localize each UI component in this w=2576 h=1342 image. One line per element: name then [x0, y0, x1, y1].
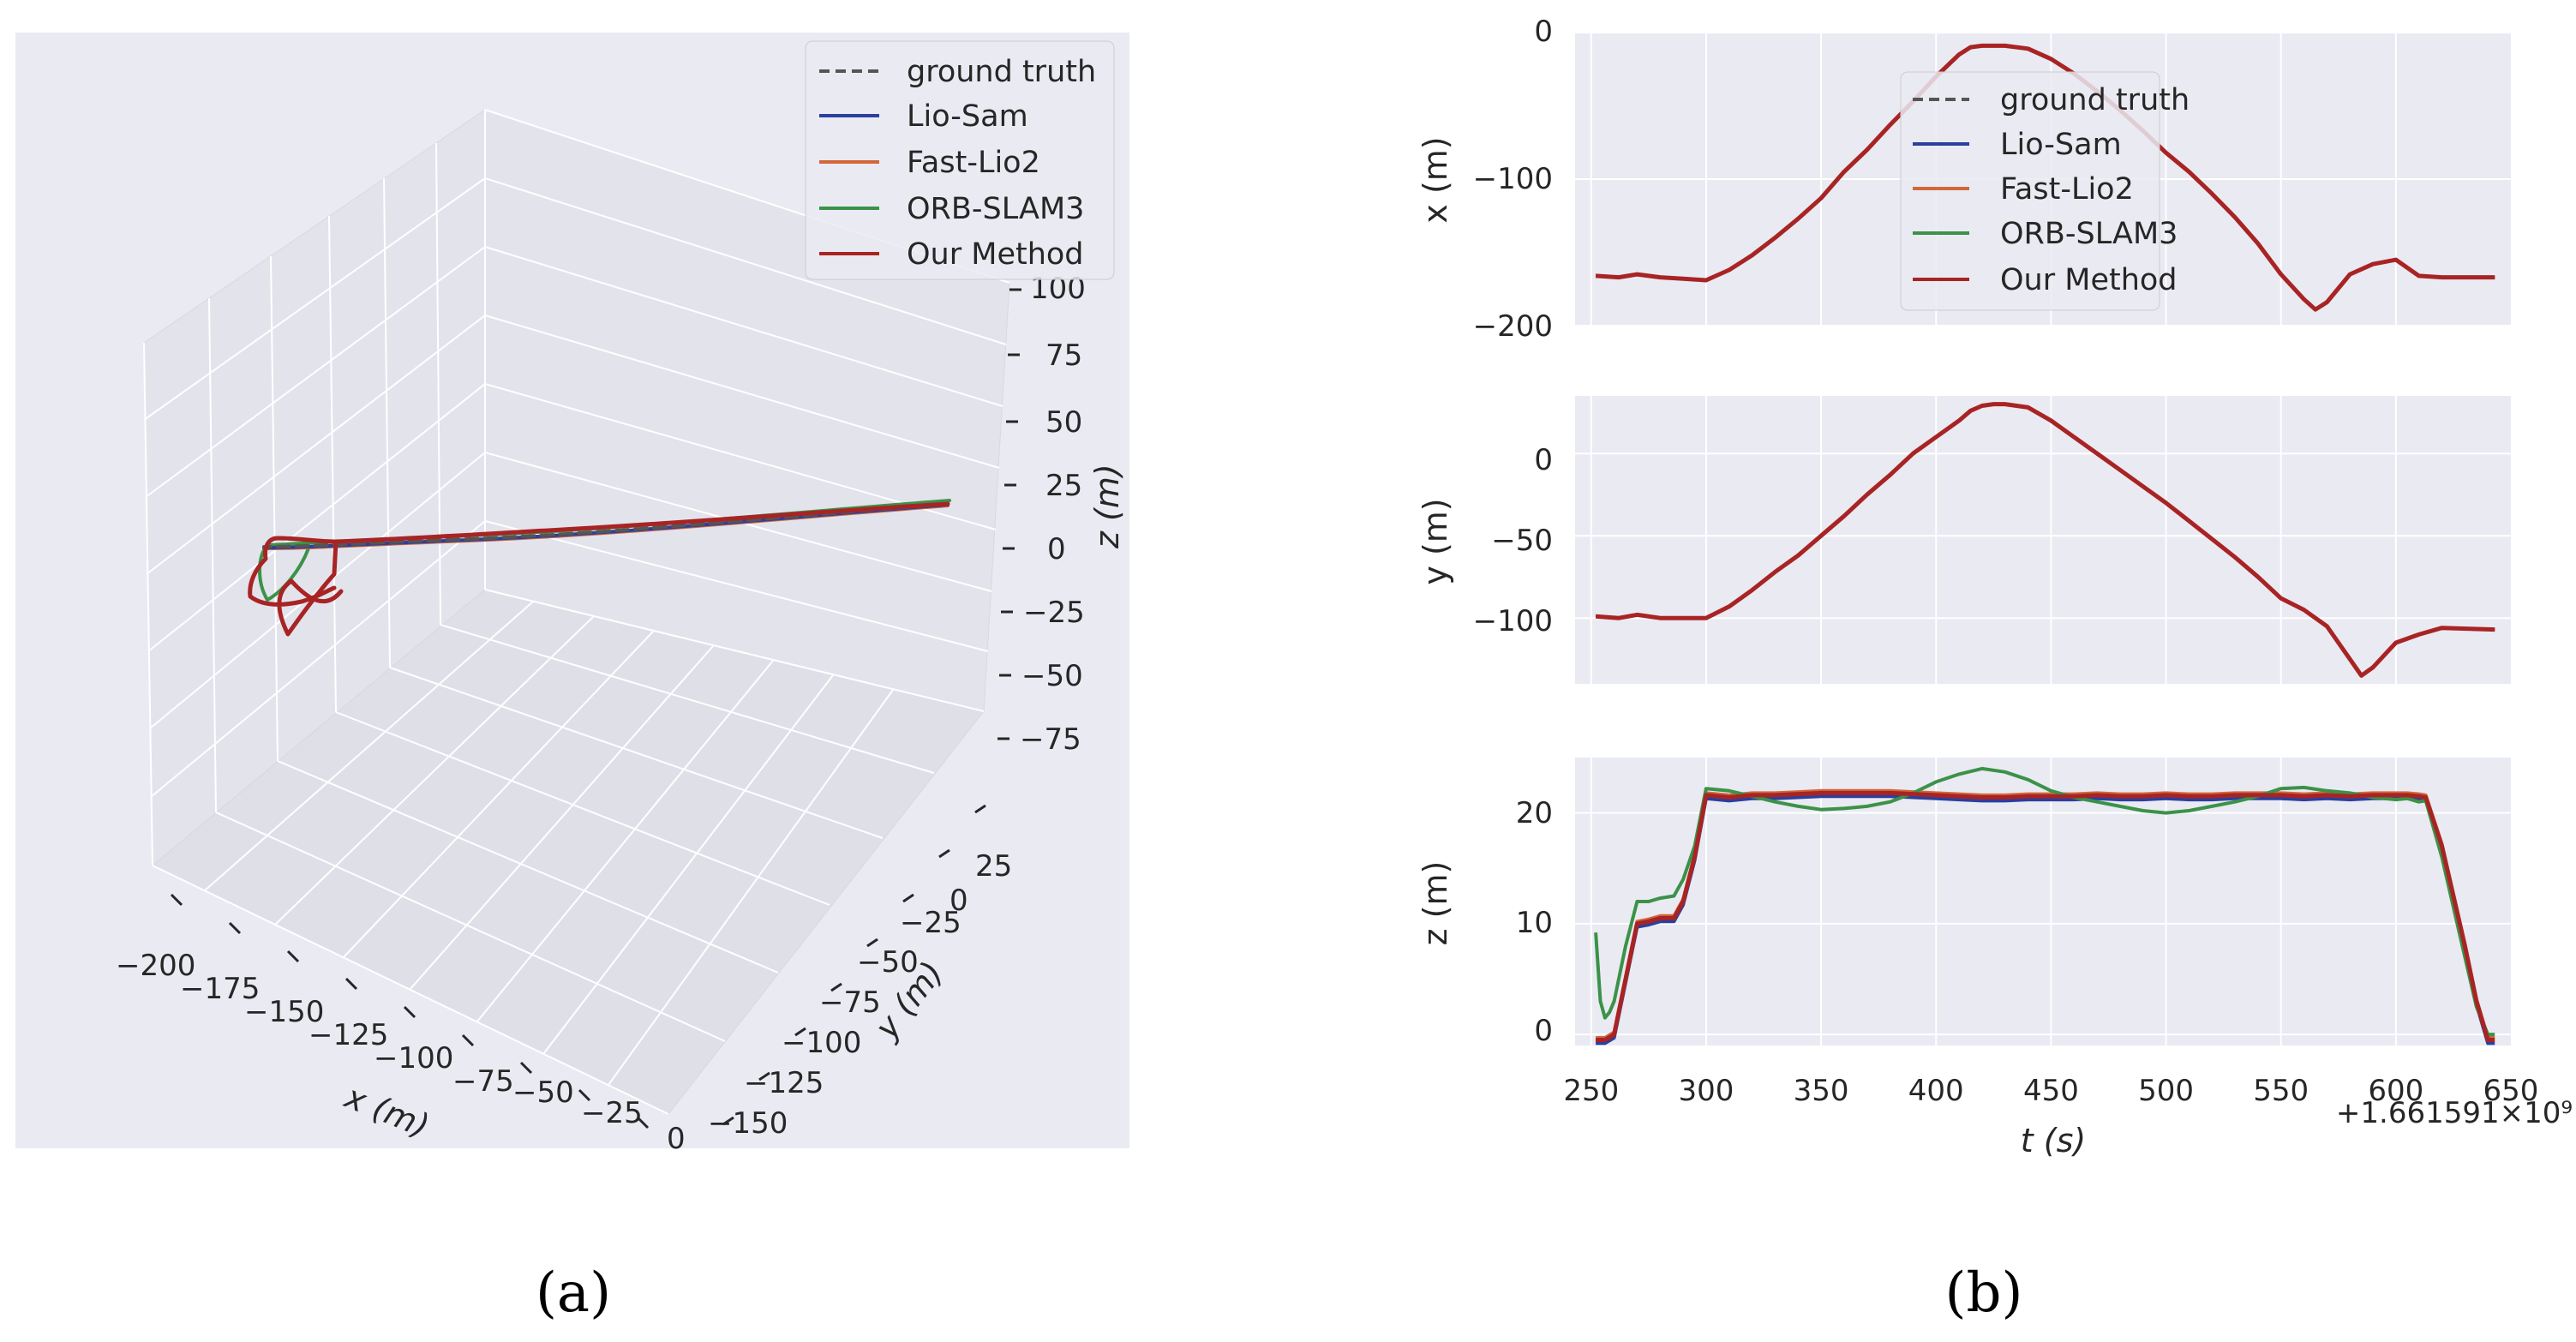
trajectory-our-method — [248, 501, 950, 637]
y-panel-ytick-label: −50 — [1491, 524, 1553, 558]
time-tick-label: 500 — [2138, 1074, 2194, 1108]
legend-2d-label: Our Method — [2000, 263, 2178, 297]
x3d-tick-label: 0 — [667, 1122, 686, 1156]
x3d-tick-label: −200 — [116, 949, 195, 983]
x-panel-ytick-label: 0 — [1534, 15, 1553, 49]
y3d-tick-label: −100 — [782, 1026, 861, 1060]
legend-3d: ground truth Lio-Sam Fast-Lio2 ORB-SLAM3… — [805, 40, 1115, 280]
series-line-our-method — [1595, 43, 2495, 312]
x-axis-3d-ticks — [170, 893, 650, 1129]
axes-z-background — [1575, 758, 2511, 1045]
y3d-tick-label: −150 — [708, 1106, 788, 1141]
legend-2d-box — [1900, 71, 2160, 311]
time-tick-label: 450 — [2023, 1074, 2079, 1108]
chart-x-vs-time: 0 −100 −200 x (m) ground truth Lio-Sam F… — [1417, 15, 2511, 344]
z-panel-ytick-label: 10 — [1516, 906, 1553, 940]
z3d-tick-label: 50 — [1045, 405, 1082, 440]
y3d-tick-label: −75 — [819, 986, 881, 1020]
series-z — [1594, 766, 2495, 1045]
time-tick-label: 650 — [2483, 1074, 2539, 1108]
y3d-tick-label: 25 — [975, 849, 1012, 884]
z3d-tick-label: 75 — [1045, 338, 1082, 373]
legend-3d-label: Lio-Sam — [907, 99, 1028, 134]
trajectory-3d-lines — [248, 499, 951, 637]
series-line-our-method — [1596, 790, 2495, 1042]
legend-3d-label: Our Method — [907, 237, 1084, 272]
legend-3d-label: ground truth — [907, 55, 1096, 89]
x3d-tick-label: −75 — [452, 1064, 514, 1099]
z3d-tick-label: −75 — [1020, 722, 1081, 757]
legend-2d-label: ground truth — [2000, 83, 2190, 117]
x3d-tick-label: −150 — [244, 995, 324, 1029]
time-tick-label: 400 — [1908, 1074, 1964, 1108]
grid-z — [1575, 758, 2511, 1045]
legend-2d-label: ORB-SLAM3 — [2000, 217, 2178, 251]
time-axis-label: t (s) — [2021, 1122, 2086, 1159]
x-panel-ytick-label: −100 — [1473, 162, 1553, 196]
legend-3d-box — [805, 40, 1115, 280]
time-tick-label: 250 — [1563, 1074, 1619, 1108]
time-tick-label: 600 — [2368, 1074, 2423, 1108]
time-tick-label: 350 — [1794, 1074, 1849, 1108]
chart-z-vs-time: 20 10 0 z (m) 250 300 350 400 450 500 550 600 65… — [1417, 758, 2573, 1159]
z3d-tick-label: −25 — [1023, 596, 1085, 630]
legend-2d: ground truth Lio-Sam Fast-Lio2 ORB-SLAM3… — [1900, 71, 2190, 311]
panel-label-a: (a) — [536, 1261, 611, 1325]
time-tick-label: 550 — [2253, 1074, 2309, 1108]
y3d-tick-label: −125 — [744, 1066, 824, 1100]
axes-y-background — [1575, 396, 2511, 684]
legend-2d-label: Fast-Lio2 — [2000, 172, 2134, 207]
z-panel-ytick-label: 20 — [1516, 796, 1553, 830]
series-x — [1595, 43, 2495, 312]
y3d-tick-label: −50 — [857, 945, 919, 980]
y-axis-3d-ticks — [722, 804, 986, 1126]
series-y — [1595, 402, 2495, 678]
chart-3d-trajectory: −200 −175 −150 −125 −100 −75 −50 −25 0 x… — [15, 33, 1129, 1156]
legend-3d-label: ORB-SLAM3 — [907, 192, 1084, 226]
series-line-our-method — [1595, 402, 2495, 678]
z3d-tick-label: −50 — [1021, 659, 1083, 693]
y3d-tick-label: 0 — [950, 884, 968, 918]
x3d-tick-label: −100 — [374, 1041, 453, 1075]
y-panel-ylabel: y (m) — [1417, 498, 1454, 584]
z3d-tick-label: 0 — [1047, 532, 1066, 566]
y-panel-ytick-label: −100 — [1473, 604, 1553, 638]
x3d-tick-label: −25 — [581, 1096, 643, 1130]
x3d-tick-label: −50 — [512, 1075, 574, 1110]
x3d-tick-label: −125 — [309, 1018, 388, 1052]
time-tick-label: 300 — [1678, 1074, 1734, 1108]
x3d-tick-label: −175 — [180, 972, 260, 1006]
grid-y — [1575, 396, 2511, 684]
y3d-tick-label: −25 — [900, 906, 962, 940]
x-panel-ytick-label: −200 — [1473, 309, 1553, 344]
z-axis-3d-ticks — [997, 288, 1021, 740]
grid-3d — [143, 109, 1010, 1115]
z3d-axis-label: z (m) — [1088, 464, 1126, 549]
z-panel-ytick-label: 0 — [1534, 1014, 1553, 1048]
series-line-orb-slam3 — [1594, 766, 2495, 1037]
time-axis-ticks: 250 300 350 400 450 500 550 600 650 — [1563, 1074, 2538, 1108]
legend-3d-label: Fast-Lio2 — [907, 146, 1040, 180]
chart-y-vs-time: 0 −50 −100 y (m) — [1417, 396, 2511, 684]
z-panel-ylabel: z (m) — [1417, 861, 1454, 946]
z3d-tick-label: 25 — [1045, 469, 1082, 503]
y-panel-ytick-label: 0 — [1534, 443, 1553, 477]
legend-2d-label: Lio-Sam — [2000, 128, 2122, 162]
time-axis-offset: +1.661591×10⁹ — [2336, 1096, 2573, 1130]
x-panel-ylabel: x (m) — [1417, 136, 1454, 223]
panel-label-b: (b) — [1945, 1261, 2023, 1325]
